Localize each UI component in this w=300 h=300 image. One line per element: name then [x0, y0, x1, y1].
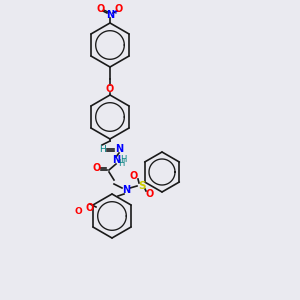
- Text: H: H: [118, 160, 124, 169]
- Text: O: O: [146, 189, 154, 199]
- Text: N: N: [106, 10, 114, 20]
- Text: O: O: [130, 171, 138, 181]
- Text: H: H: [120, 154, 126, 164]
- Text: O: O: [74, 208, 82, 217]
- Text: O: O: [97, 4, 105, 14]
- Text: N: N: [122, 185, 130, 195]
- Text: H: H: [99, 145, 105, 154]
- Text: O: O: [86, 203, 94, 213]
- Text: O: O: [93, 163, 101, 173]
- Text: O: O: [115, 4, 123, 14]
- Text: N: N: [115, 144, 123, 154]
- Text: S: S: [138, 181, 146, 191]
- Text: N: N: [112, 155, 120, 165]
- Text: O: O: [106, 84, 114, 94]
- Text: +: +: [112, 9, 118, 15]
